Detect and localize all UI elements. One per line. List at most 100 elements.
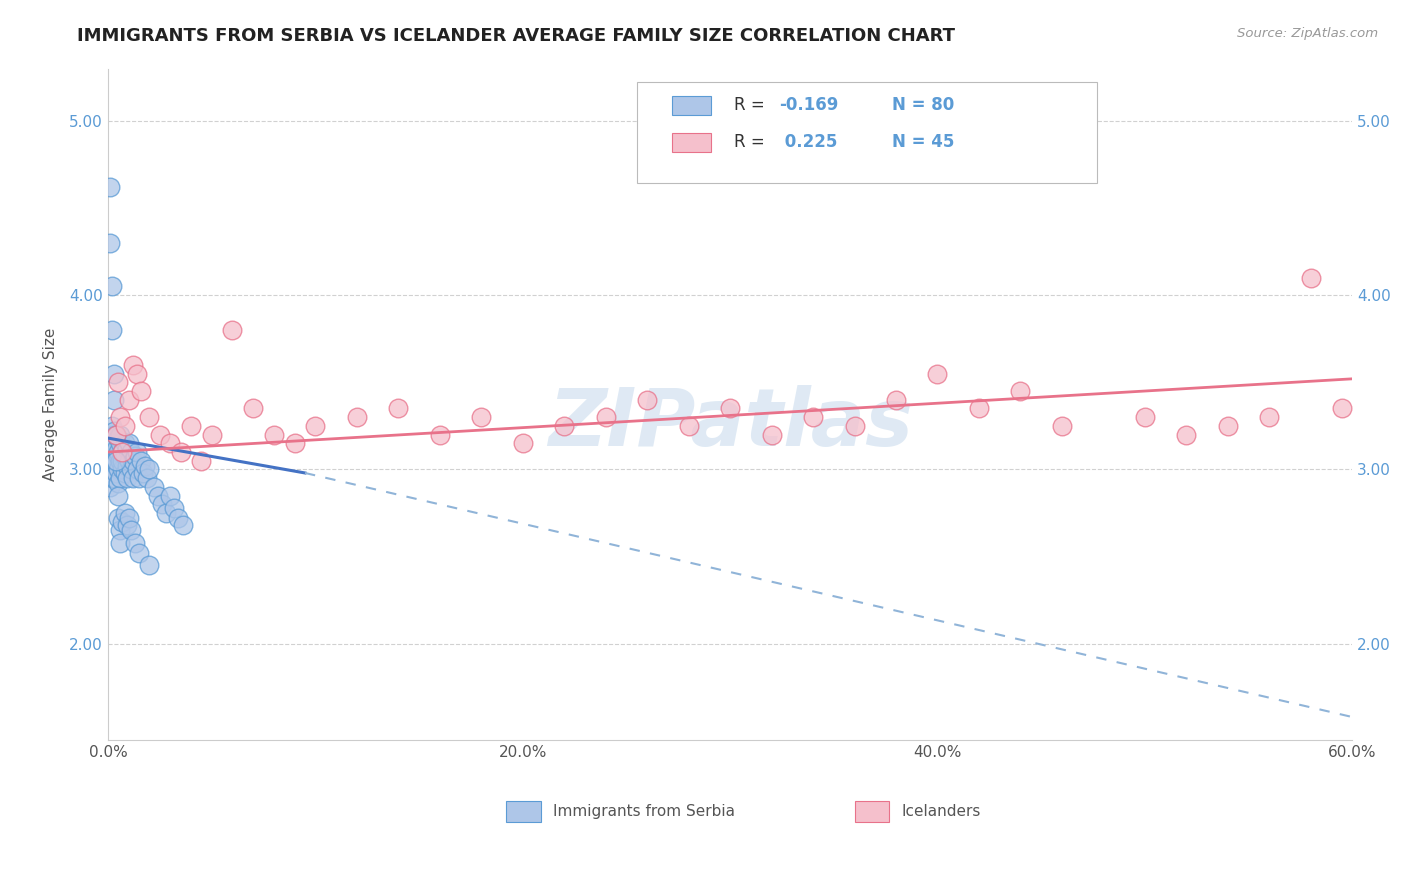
Point — [1330, 401, 1353, 416]
Point — [103, 427, 125, 442]
Point — [98, 180, 121, 194]
Point — [180, 418, 202, 433]
Point — [105, 427, 128, 442]
Point — [678, 418, 700, 433]
Point — [107, 449, 129, 463]
Point — [115, 442, 138, 456]
Point — [553, 418, 575, 433]
Point — [190, 454, 212, 468]
Point — [761, 427, 783, 442]
Point — [105, 442, 128, 456]
Point — [110, 471, 132, 485]
Point — [110, 454, 132, 468]
Point — [98, 462, 121, 476]
FancyBboxPatch shape — [672, 96, 711, 115]
Point — [718, 401, 741, 416]
Point — [595, 410, 617, 425]
Point — [111, 454, 134, 468]
Point — [512, 436, 534, 450]
Point — [114, 466, 136, 480]
Text: -0.169: -0.169 — [779, 96, 838, 114]
Point — [103, 454, 125, 468]
Point — [115, 518, 138, 533]
Point — [1010, 384, 1032, 398]
Point — [103, 392, 125, 407]
Point — [125, 367, 148, 381]
Point — [118, 436, 141, 450]
Point — [304, 418, 326, 433]
Point — [101, 445, 124, 459]
Point — [101, 454, 124, 468]
Point — [105, 454, 128, 468]
Point — [387, 401, 409, 416]
Point — [121, 358, 143, 372]
Point — [101, 436, 124, 450]
Point — [201, 427, 224, 442]
Point — [1133, 410, 1156, 425]
Point — [103, 431, 125, 445]
Y-axis label: Average Family Size: Average Family Size — [44, 327, 58, 481]
Point — [125, 462, 148, 476]
Point — [1216, 418, 1239, 433]
Text: Immigrants from Serbia: Immigrants from Serbia — [554, 804, 735, 819]
Point — [142, 480, 165, 494]
Point — [103, 449, 125, 463]
FancyBboxPatch shape — [506, 801, 541, 822]
Point — [105, 436, 128, 450]
Point — [129, 384, 152, 398]
Point — [150, 497, 173, 511]
Point — [107, 376, 129, 390]
Point — [136, 471, 159, 485]
Point — [107, 431, 129, 445]
Point — [101, 279, 124, 293]
Text: IMMIGRANTS FROM SERBIA VS ICELANDER AVERAGE FAMILY SIZE CORRELATION CHART: IMMIGRANTS FROM SERBIA VS ICELANDER AVER… — [77, 27, 955, 45]
Point — [114, 449, 136, 463]
FancyBboxPatch shape — [672, 133, 711, 152]
Point — [118, 392, 141, 407]
Text: Icelanders: Icelanders — [901, 804, 981, 819]
Point — [105, 427, 128, 442]
Point — [121, 454, 143, 468]
Point — [263, 427, 285, 442]
Point — [146, 489, 169, 503]
Point — [107, 511, 129, 525]
Point — [114, 436, 136, 450]
Point — [1050, 418, 1073, 433]
Point — [927, 367, 949, 381]
Point — [169, 445, 191, 459]
Text: N = 80: N = 80 — [891, 96, 955, 114]
Point — [120, 524, 142, 538]
Point — [111, 445, 134, 459]
Point — [103, 471, 125, 485]
Point — [111, 515, 134, 529]
Text: ZIPatlas: ZIPatlas — [547, 385, 912, 463]
Point — [1175, 427, 1198, 442]
Point — [129, 454, 152, 468]
Point — [124, 535, 146, 549]
Point — [128, 546, 150, 560]
Text: N = 45: N = 45 — [891, 133, 955, 152]
Point — [128, 471, 150, 485]
Point — [844, 418, 866, 433]
Point — [103, 424, 125, 438]
Point — [101, 471, 124, 485]
Point — [110, 535, 132, 549]
Point — [107, 476, 129, 491]
Point — [470, 410, 492, 425]
Point — [155, 506, 177, 520]
Text: 0.225: 0.225 — [779, 133, 837, 152]
Point — [111, 462, 134, 476]
Point — [107, 462, 129, 476]
Point — [284, 436, 307, 450]
Point — [118, 454, 141, 468]
Point — [125, 445, 148, 459]
Point — [167, 511, 190, 525]
Point — [114, 418, 136, 433]
Point — [101, 323, 124, 337]
Text: Source: ZipAtlas.com: Source: ZipAtlas.com — [1237, 27, 1378, 40]
Point — [98, 480, 121, 494]
Point — [159, 489, 181, 503]
Point — [884, 392, 907, 407]
Point — [120, 462, 142, 476]
Point — [120, 445, 142, 459]
